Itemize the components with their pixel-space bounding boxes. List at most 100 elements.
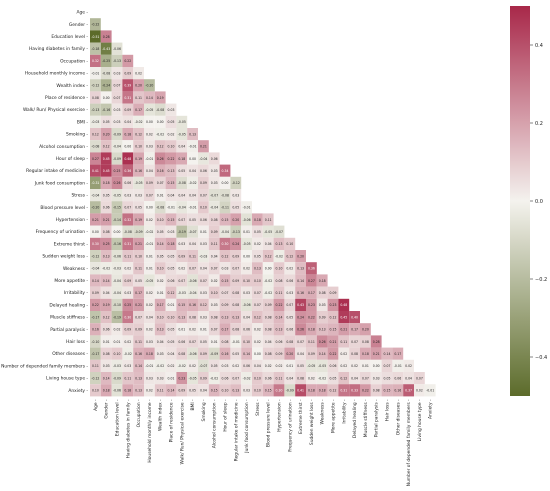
- heatmap-cell: [262, 347, 274, 360]
- x-tick-label: Sudden weight loss -: [309, 399, 315, 445]
- heatmap-cell: [100, 250, 112, 263]
- cell-value-label: 0.05: [168, 254, 175, 258]
- cell-value-label: 0.25: [124, 303, 131, 307]
- cell-value-label: 0.13: [178, 315, 185, 319]
- heatmap-cell: [198, 189, 209, 202]
- cell-value-label: 0.11: [189, 254, 196, 258]
- heatmap-cell: [122, 274, 134, 287]
- cell-value-label: 0.14: [103, 376, 110, 380]
- heatmap-cell: [414, 384, 425, 397]
- heatmap-cell: [198, 323, 209, 336]
- heatmap-cell: [284, 347, 296, 360]
- heatmap-cell: [230, 323, 242, 336]
- heatmap-cell: [165, 152, 177, 165]
- cell-value-label: 0.03: [178, 242, 185, 246]
- cell-value-label: 0.22: [362, 389, 369, 393]
- cell-value-label: 0.00: [222, 181, 229, 185]
- cell-value-label: 0.04: [178, 193, 185, 197]
- heatmap-cell: [392, 372, 404, 385]
- heatmap-cell: [187, 286, 198, 299]
- cell-value-label: 0.45: [340, 315, 347, 319]
- cell-value-label: 0.00: [373, 364, 380, 368]
- heatmap-cell: [252, 250, 263, 263]
- cell-value-label: -0.03: [199, 254, 207, 258]
- heatmap-cell: [241, 262, 252, 275]
- cell-value-label: -0.07: [210, 193, 218, 197]
- cell-value-label: 0.02: [157, 279, 164, 283]
- y-tick-label: Hypertension -: [56, 217, 89, 223]
- heatmap-cell: [252, 262, 263, 275]
- heatmap-cell: [349, 384, 360, 397]
- heatmap-cell: [187, 201, 198, 214]
- heatmap-cell: [144, 164, 155, 177]
- heatmap-cell: [187, 311, 198, 324]
- y-tick-label: Extreme thirst -: [54, 241, 89, 247]
- heatmap-cell: [122, 323, 134, 336]
- heatmap-cell: [230, 237, 242, 250]
- heatmap-cell: [176, 335, 188, 348]
- heatmap-cell: [284, 237, 296, 250]
- cell-value-label: 0.16: [135, 352, 142, 356]
- heatmap-cell: [111, 128, 123, 141]
- cell-value-label: 0.02: [416, 389, 423, 393]
- cell-value-label: 0.15: [168, 181, 175, 185]
- cell-value-label: 0.03: [286, 291, 293, 295]
- cell-value-label: 0.10: [168, 315, 175, 319]
- cell-value-label: 0.41: [92, 169, 99, 173]
- cell-value-label: 0.02: [189, 364, 196, 368]
- heatmap-cell: [100, 201, 112, 214]
- cell-value-label: 0.05: [103, 193, 110, 197]
- heatmap-cell: [154, 225, 166, 238]
- heatmap-cell: [370, 347, 382, 360]
- heatmap-cell: [100, 128, 112, 141]
- cell-value-label: 0.07: [254, 303, 261, 307]
- cell-value-label: 0.08: [373, 389, 380, 393]
- cell-value-label: 0.08: [222, 340, 229, 344]
- cell-value-label: 0.45: [103, 169, 110, 173]
- cell-value-label: -0.04: [91, 267, 99, 271]
- heatmap-cell: [360, 384, 371, 397]
- heatmap-cell: [219, 189, 231, 202]
- cell-value-label: -0.16: [102, 108, 110, 112]
- heatmap-cell: [144, 274, 155, 287]
- heatmap-cell: [165, 335, 177, 348]
- cell-value-label: 0.02: [405, 364, 412, 368]
- heatmap-cell: [360, 335, 371, 348]
- heatmap-cell: [349, 359, 360, 372]
- heatmap-cell: [262, 311, 274, 324]
- x-tick-label: Smoking -: [201, 399, 207, 421]
- cell-value-label: -0.07: [199, 364, 207, 368]
- heatmap-cell: [273, 225, 285, 238]
- heatmap-cell: [316, 384, 328, 397]
- cell-value-label: 0.02: [124, 340, 131, 344]
- cell-value-label: 0.07: [351, 340, 358, 344]
- cell-value-label: 0.10: [157, 218, 164, 222]
- heatmap-cell: [284, 250, 296, 263]
- cell-value-label: 0.02: [351, 364, 358, 368]
- heatmap-cell: [262, 274, 274, 287]
- heatmap-cell: [187, 335, 198, 348]
- heatmap-cell: [122, 347, 134, 360]
- cell-value-label: -0.09: [135, 230, 143, 234]
- heatmap-cell: [241, 298, 252, 311]
- cell-value-label: 0.06: [394, 376, 401, 380]
- cell-value-label: 0.32: [92, 59, 99, 63]
- heatmap-cell: [273, 323, 285, 336]
- cell-value-label: 0.07: [200, 193, 207, 197]
- heatmap-cell: [165, 164, 177, 177]
- heatmap-cell: [90, 335, 101, 348]
- heatmap-cell: [273, 335, 285, 348]
- heatmap-cell: [403, 359, 414, 372]
- heatmap-cell: [327, 323, 339, 336]
- colorbar-tick-label: 0.2: [535, 121, 543, 127]
- heatmap-cell: [316, 311, 328, 324]
- cell-value-label: 0.03: [114, 71, 121, 75]
- cell-value-label: 0.02: [124, 267, 131, 271]
- cell-value-label: 0.08: [276, 279, 283, 283]
- heatmap-cell: [122, 164, 134, 177]
- heatmap-cell: [295, 250, 306, 263]
- heatmap-cell: [338, 372, 350, 385]
- cell-value-label: -0.01: [232, 340, 240, 344]
- cell-value-label: 0.09: [178, 254, 185, 258]
